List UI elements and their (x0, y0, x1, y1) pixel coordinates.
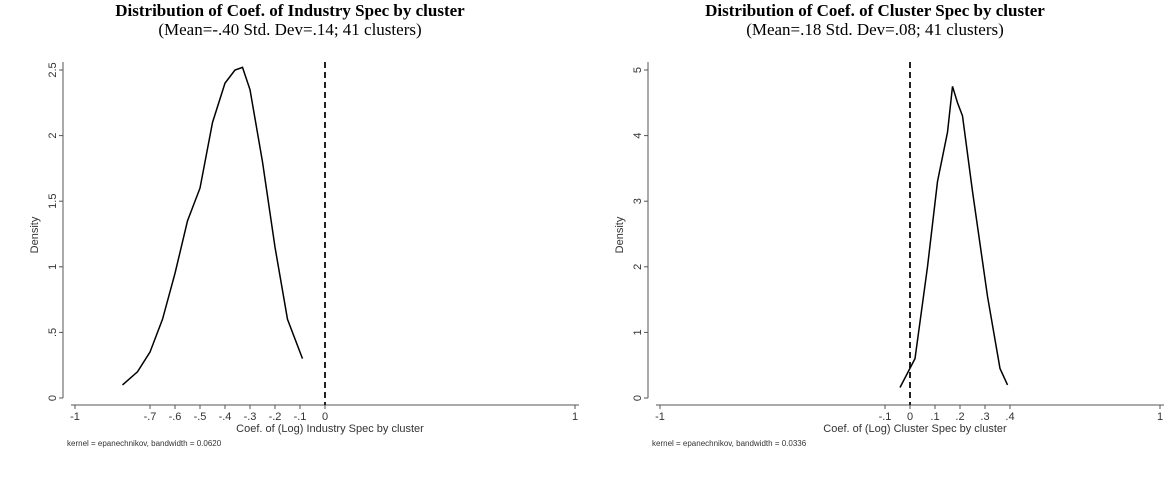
chart-subtitle: (Mean=.18 Std. Dev=.08; 41 clusters) (746, 20, 1004, 39)
x-tick-label: 0 (907, 411, 913, 423)
x-tick-label: 1 (572, 411, 578, 423)
x-tick-label: -1 (70, 411, 80, 423)
x-tick-label: -.5 (194, 411, 207, 423)
y-tick-label: 0 (47, 395, 59, 401)
chart-title: Distribution of Coef. of Industry Spec b… (115, 1, 465, 20)
note: kernel = epanechnikov, bandwidth = 0.033… (652, 439, 807, 448)
y-tick-label: 0 (632, 395, 644, 401)
y-tick-label: 3 (632, 198, 644, 204)
x-tick-label: -.2 (269, 411, 282, 423)
x-tick-label: -1 (655, 411, 665, 423)
x-tick-label: .1 (930, 411, 939, 423)
note: kernel = epanechnikov, bandwidth = 0.062… (67, 439, 222, 448)
x-tick-label: 1 (1157, 411, 1163, 423)
y-axis-label: Density (614, 216, 626, 253)
density-line (899, 86, 1009, 388)
chart-title: Distribution of Coef. of Cluster Spec by… (705, 1, 1045, 20)
y-tick-label: 1.5 (47, 194, 59, 209)
x-tick-label: .4 (1005, 411, 1014, 423)
y-tick-label: 4 (632, 133, 644, 139)
y-tick-label: 2 (47, 133, 59, 139)
x-tick-label: 0 (322, 411, 328, 423)
x-tick-label: -.3 (244, 411, 257, 423)
x-tick-label: .2 (955, 411, 964, 423)
x-tick-label: -.1 (294, 411, 307, 423)
x-tick-label: -.1 (879, 411, 892, 423)
x-tick-label: -.7 (144, 411, 157, 423)
x-axis-label: Coef. of (Log) Industry Spec by cluster (236, 423, 424, 435)
x-tick-label: -.4 (219, 411, 232, 423)
x-axis-label: Coef. of (Log) Cluster Spec by cluster (823, 423, 1007, 435)
y-axis-label: Density (29, 216, 41, 253)
x-tick-label: -.6 (169, 411, 182, 423)
y-tick-label: .5 (47, 328, 59, 337)
y-tick-label: 5 (632, 67, 644, 73)
y-tick-label: 2.5 (47, 62, 59, 77)
chart-subtitle: (Mean=-.40 Std. Dev=.14; 41 clusters) (158, 20, 421, 39)
y-tick-label: 1 (47, 264, 59, 270)
y-tick-label: 1 (632, 329, 644, 335)
y-tick-label: 2 (632, 264, 644, 270)
x-tick-label: .3 (980, 411, 989, 423)
density-line (122, 66, 304, 386)
